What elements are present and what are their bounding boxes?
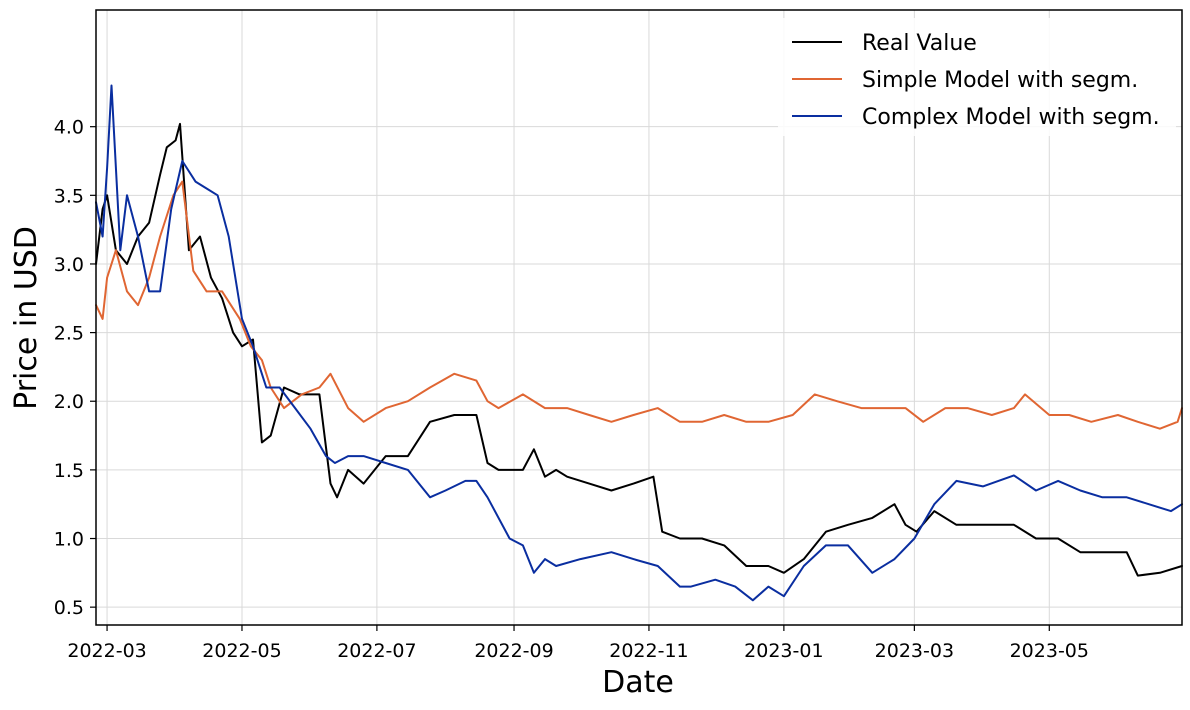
legend: Real Value Simple Model with segm. Complex… [778,18,1176,136]
y-axis-ticks: 0.5 1.0 1.5 2.0 2.5 3.0 3.5 4.0 [54,117,96,619]
series-lines [95,84,1183,602]
x-tick-label: 2022-09 [474,640,553,662]
y-axis-label: Price in USD [9,226,44,410]
x-tick-label: 2022-03 [67,640,146,662]
series-line-1 [95,122,1183,577]
y-tick-label: 1.0 [54,529,84,551]
legend-label: Real Value [862,31,977,56]
x-tick-label: 2022-05 [202,640,281,662]
plot-frame [95,9,1183,626]
x-tick-label: 2023-01 [744,640,823,662]
series-line-2 [95,180,1183,430]
y-tick-label: 1.5 [54,460,84,482]
y-tick-label: 3.5 [54,185,84,207]
legend-background [778,18,1176,136]
y-tick-label: 3.0 [54,254,84,276]
x-tick-label: 2023-03 [875,640,954,662]
legend-label: Simple Model with segm. [862,68,1138,93]
y-tick-label: 4.0 [54,117,84,139]
x-axis-ticks: 2022-03 2022-05 2022-07 2022-09 2022-11 2023-… [67,625,1089,662]
x-axis-label: Date [602,665,674,700]
x-tick-label: 2023-05 [1010,640,1089,662]
y-tick-label: 0.5 [54,597,84,619]
x-tick-label: 2022-11 [609,640,688,662]
y-tick-label: 2.5 [54,323,84,345]
y-tick-label: 2.0 [54,391,84,413]
x-tick-label: 2022-07 [337,640,416,662]
series-line-3 [95,84,1183,602]
legend-label: Complex Model with segm. [862,105,1160,130]
